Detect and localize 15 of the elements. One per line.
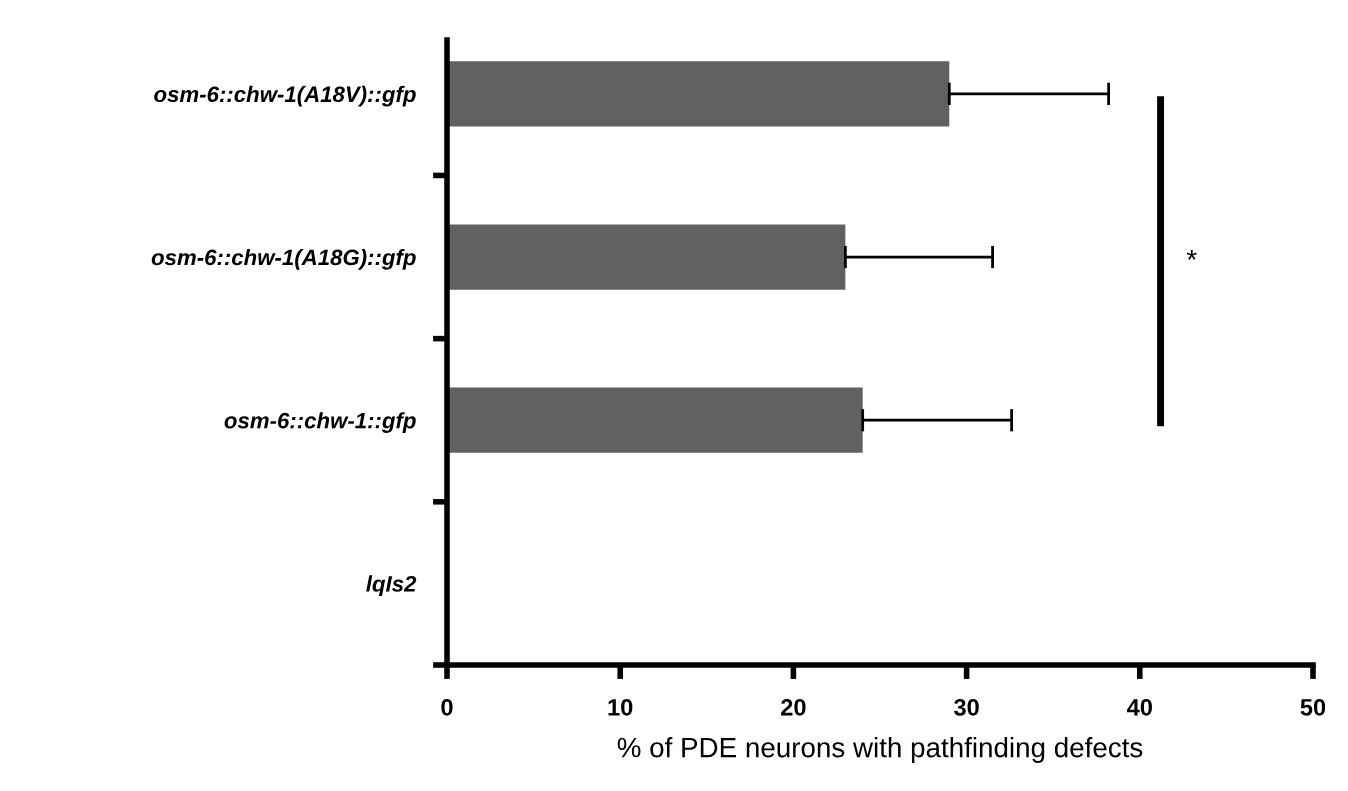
x-tick-label: 30 [954, 698, 979, 716]
y-tick-label: osm-6::chw-1(A18G)::gfp [151, 248, 416, 270]
bar [447, 387, 863, 453]
bar [447, 224, 846, 290]
annotation: * [1186, 249, 1197, 260]
y-tick-label: osm-6::chw-1::gfp [224, 412, 416, 433]
bar [447, 61, 950, 127]
x-tick-label: 0 [441, 698, 453, 716]
x-tick-label: 50 [1300, 698, 1326, 716]
y-tick-label: lqIs2 [366, 575, 417, 597]
y-tick-label: osm-6::chw-1(A18V)::gfp [154, 85, 416, 107]
x-tick-label: 10 [608, 698, 633, 716]
x-axis-title: % of PDE neurons with pathfinding defects [617, 737, 1143, 763]
x-tick-label: 40 [1127, 698, 1152, 716]
x-tick-label: 20 [781, 698, 806, 716]
